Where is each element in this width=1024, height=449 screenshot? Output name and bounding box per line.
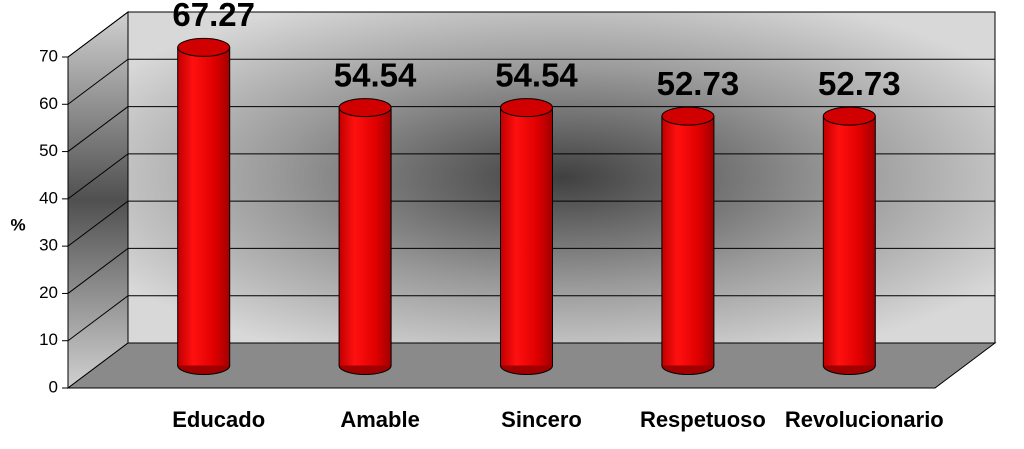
value-label: 52.73 — [657, 65, 740, 102]
y-tick-label: 50 — [39, 141, 58, 160]
bar-top — [822, 106, 876, 126]
grid-line — [67, 58, 129, 105]
y-tick-label: 60 — [39, 94, 58, 113]
y-tick-label: 10 — [39, 330, 58, 349]
y-axis-label: % — [10, 215, 25, 234]
x-tick-label: Amable — [340, 407, 419, 432]
grid-line — [67, 200, 129, 247]
value-label: 54.54 — [495, 56, 578, 93]
y-tick-label: 0 — [49, 377, 58, 396]
x-tick-label: Sincero — [501, 407, 582, 432]
value-label: 67.27 — [172, 0, 255, 33]
x-tick-label: Respetuoso — [640, 407, 766, 432]
value-label: 54.54 — [334, 56, 417, 93]
bar-top — [177, 37, 231, 57]
grid-line — [67, 11, 129, 58]
grid-line — [67, 153, 129, 200]
grid-line — [67, 295, 129, 342]
bar — [339, 107, 392, 366]
y-tick-label: 40 — [39, 188, 58, 207]
x-tick-label: Educado — [172, 407, 265, 432]
bar — [823, 116, 876, 366]
bar — [500, 107, 553, 366]
bar-top — [338, 98, 392, 118]
side-wall — [67, 11, 129, 389]
y-tick-label: 20 — [39, 283, 58, 302]
grid-line — [67, 106, 129, 152]
bar-top — [661, 106, 715, 126]
x-tick-label: Revolucionario — [785, 407, 944, 432]
bar — [177, 47, 230, 366]
grid-line — [67, 248, 129, 294]
y-tick-label: 30 — [39, 236, 58, 255]
bar-top — [500, 98, 553, 118]
value-label: 52.73 — [818, 65, 901, 102]
y-tick-label: 70 — [39, 46, 58, 65]
bar — [661, 116, 714, 366]
